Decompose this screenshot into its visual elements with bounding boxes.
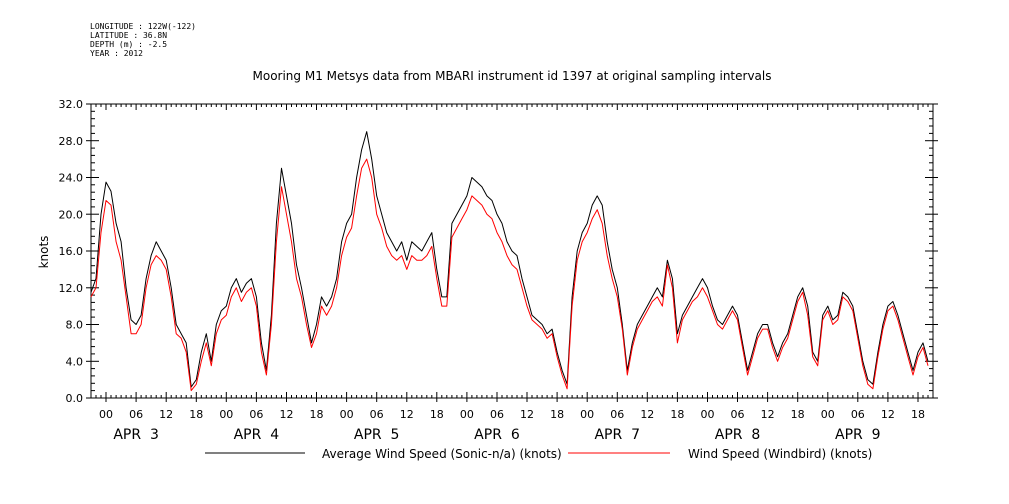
latitude-text: LATITUDE : 36.8N — [90, 31, 168, 40]
day-label: APR 7 — [594, 427, 640, 443]
day-label: APR 9 — [835, 427, 881, 443]
x-tick-label: 06 — [731, 408, 745, 421]
x-tick-label: 18 — [189, 408, 203, 421]
x-tick-labels: 00 06 12 18 00 06 12 18 00 06 12 18 00 06 12 18 00 06 12 18… — [99, 408, 925, 421]
x-tick-label: 06 — [249, 408, 263, 421]
legend: Average Wind Speed (Sonic-n/a) (knots) Wi… — [205, 447, 872, 461]
legend-label-0: Average Wind Speed (Sonic-n/a) (knots) — [322, 447, 562, 461]
x-tick-label: 06 — [610, 408, 624, 421]
series-line-1 — [90, 158, 929, 392]
x-tick-label: 06 — [370, 408, 384, 421]
series-line-0 — [90, 131, 929, 388]
axis-ticks — [86, 103, 938, 402]
x-tick-label: 12 — [159, 408, 173, 421]
year-text: YEAR : 2012 — [90, 49, 143, 58]
x-tick-label: 18 — [670, 408, 684, 421]
day-label: APR 3 — [113, 427, 159, 443]
series-lines — [90, 131, 929, 392]
day-label: APR 8 — [715, 427, 761, 443]
x-tick-label: 18 — [550, 408, 564, 421]
x-tick-label: 00 — [340, 408, 354, 421]
day-label: APR 6 — [474, 427, 520, 443]
y-tick-label: 24.0 — [59, 172, 84, 185]
x-tick-label: 18 — [791, 408, 805, 421]
x-tick-label: 00 — [99, 408, 113, 421]
depth-text: DEPTH (m) : -2.5 — [90, 40, 168, 49]
x-tick-label: 00 — [821, 408, 835, 421]
x-tick-label: 18 — [430, 408, 444, 421]
chart-title: Mooring M1 Metsys data from MBARI instru… — [253, 69, 772, 83]
x-tick-label: 00 — [460, 408, 474, 421]
x-tick-label: 06 — [129, 408, 143, 421]
x-tick-label: 12 — [279, 408, 293, 421]
x-tick-label: 12 — [400, 408, 414, 421]
y-tick-label: 0.0 — [66, 392, 84, 405]
y-tick-labels: 0.0 4.0 8.0 12.0 16.0 20.0 24.0 28.0 32.0 — [59, 98, 84, 405]
x-tick-label: 12 — [881, 408, 895, 421]
day-labels: APR 3 APR 4 APR 5 APR 6 APR 7 APR 8 APR 9 — [113, 427, 880, 443]
y-tick-label: 16.0 — [59, 245, 84, 258]
y-tick-label: 32.0 — [59, 98, 84, 111]
x-tick-label: 00 — [700, 408, 714, 421]
y-tick-label: 28.0 — [59, 135, 84, 148]
metadata-block: LONGITUDE : 122W(-122) LATITUDE : 36.8N … — [90, 22, 196, 58]
y-tick-label: 20.0 — [59, 208, 84, 221]
legend-label-1: Wind Speed (Windbird) (knots) — [688, 447, 872, 461]
y-tick-label: 12.0 — [59, 282, 84, 295]
y-tick-label: 8.0 — [66, 319, 84, 332]
y-axis-label: knots — [37, 236, 51, 269]
x-tick-label: 06 — [851, 408, 865, 421]
x-tick-label: 18 — [310, 408, 324, 421]
y-tick-label: 4.0 — [66, 355, 84, 368]
x-tick-label: 12 — [761, 408, 775, 421]
x-tick-label: 06 — [490, 408, 504, 421]
x-tick-label: 00 — [580, 408, 594, 421]
day-label: APR 4 — [234, 427, 280, 443]
x-tick-label: 18 — [911, 408, 925, 421]
longitude-text: LONGITUDE : 122W(-122) — [90, 22, 196, 31]
x-tick-label: 00 — [219, 408, 233, 421]
x-tick-label: 12 — [640, 408, 654, 421]
x-tick-label: 12 — [520, 408, 534, 421]
day-label: APR 5 — [354, 427, 400, 443]
